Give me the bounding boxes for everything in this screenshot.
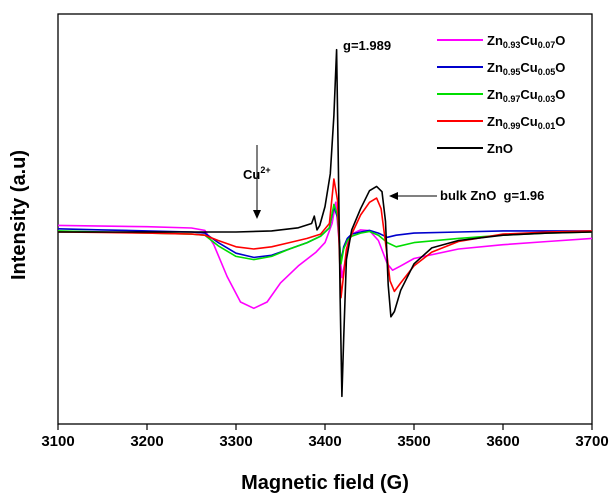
x-tick-label: 3500 xyxy=(397,433,430,450)
annotation-cu2plus: Cu2+ xyxy=(243,145,271,219)
bulk-zno-label: bulk ZnO g=1.96 xyxy=(440,188,544,203)
legend: Zn0.93Cu0.07OZn0.95Cu0.05OZn0.97Cu0.03OZ… xyxy=(437,33,565,156)
cu2plus-label: Cu2+ xyxy=(243,165,271,182)
legend-label-subscript: 0.05 xyxy=(538,67,556,77)
legend-label-part: Zn xyxy=(487,60,503,75)
legend-label-part: Cu xyxy=(520,87,537,102)
legend-label-subscript: 0.07 xyxy=(538,40,556,50)
cu2plus-base: Cu xyxy=(243,167,260,182)
series-group xyxy=(57,48,593,398)
legend-label-part: Zn xyxy=(487,114,503,129)
legend-label-part: O xyxy=(555,33,565,48)
legend-label-subscript: 0.93 xyxy=(503,40,521,50)
x-tick-label: 3600 xyxy=(486,433,519,450)
legend-label-subscript: 0.99 xyxy=(503,121,521,131)
x-tick-label: 3200 xyxy=(130,433,163,450)
x-tick-label: 3700 xyxy=(575,433,608,450)
x-tick-label: 3300 xyxy=(219,433,252,450)
annotation-g1989: g=1.989 xyxy=(343,38,391,53)
legend-label-subscript: 0.97 xyxy=(503,94,521,104)
legend-label-subscript: 0.03 xyxy=(538,94,556,104)
legend-label-part: O xyxy=(555,60,565,75)
legend-label: Zn0.93Cu0.07O xyxy=(487,33,565,50)
legend-label-subscript: 0.95 xyxy=(503,67,521,77)
x-axis-label: Magnetic field (G) xyxy=(241,472,409,494)
series-line-5 xyxy=(58,48,593,398)
x-tick-label: 3100 xyxy=(41,433,74,450)
legend-label: Zn0.95Cu0.05O xyxy=(487,60,565,77)
legend-label-part: O xyxy=(555,87,565,102)
cu2plus-superscript: 2+ xyxy=(260,165,270,175)
x-tick-label: 3400 xyxy=(308,433,341,450)
legend-label-subscript: 0.01 xyxy=(538,121,556,131)
annotation-bulk-zno: bulk ZnO g=1.96 xyxy=(389,188,544,203)
cu2plus-arrowhead xyxy=(253,210,261,219)
y-axis-label: Intensity (a.u) xyxy=(8,150,30,280)
legend-label-part: Cu xyxy=(520,60,537,75)
legend-label-part: Cu xyxy=(520,33,537,48)
legend-label-part: Cu xyxy=(520,114,537,129)
series-line-1 xyxy=(57,201,593,310)
x-axis: 3100 3200 3300 3400 3500 3600 3700 xyxy=(41,424,609,450)
bulk-zno-arrowhead xyxy=(389,192,398,200)
legend-label: Zn0.97Cu0.03O xyxy=(487,87,565,104)
legend-label: ZnO xyxy=(487,141,513,156)
legend-label-part: Zn xyxy=(487,87,503,102)
legend-label-part: O xyxy=(555,114,565,129)
legend-label-part: Zn xyxy=(487,33,503,48)
legend-label: Zn0.99Cu0.01O xyxy=(487,114,565,131)
legend-label-part: ZnO xyxy=(487,141,513,156)
